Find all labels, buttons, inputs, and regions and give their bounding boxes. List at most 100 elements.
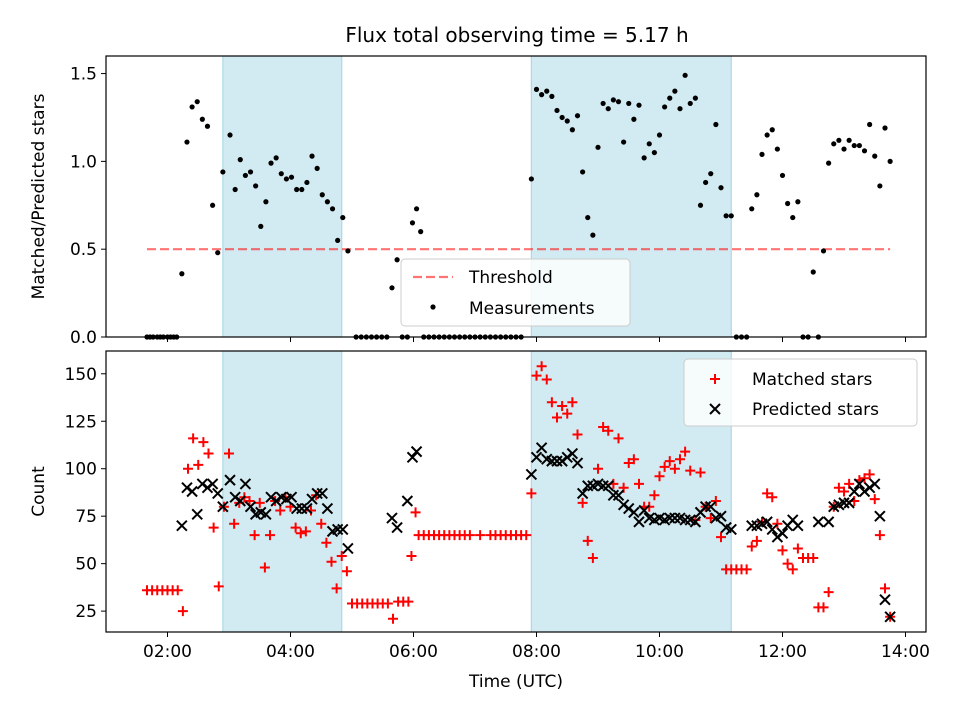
measurement-point	[790, 214, 796, 221]
predicted-star-point	[290, 502, 303, 515]
measurement-point	[682, 72, 688, 78]
measurement-point	[846, 137, 852, 143]
predicted-star-point	[715, 510, 727, 522]
measurement-point	[779, 172, 786, 179]
measurement-point	[836, 137, 842, 143]
measurement-point	[574, 113, 581, 119]
legend-measurement-label: Measurements	[469, 299, 595, 319]
measurement-point	[774, 146, 780, 152]
measurement-point	[759, 151, 765, 157]
measurement-point	[184, 139, 190, 145]
measurement-point	[749, 206, 755, 212]
predicted-star-point	[391, 521, 403, 534]
bottom-panel-counts: 25 50 75 100 125 150 02:00 04:00 06:00 08:00 10:00…	[29, 350, 930, 692]
bottom-ytick-label: 25	[75, 602, 97, 622]
matched-star-point	[475, 530, 486, 541]
bottom-axes-frame	[105, 350, 927, 633]
bottom-xtick-label: 08:00	[512, 642, 561, 662]
predicted-star-point	[551, 455, 563, 467]
predicted-star-point	[761, 516, 773, 528]
matched-star-point	[341, 566, 352, 577]
matched-star-point	[224, 448, 234, 459]
matched-star-point	[541, 374, 552, 385]
measurement-point	[268, 160, 274, 166]
predicted-star-point	[311, 487, 323, 500]
measurement-point	[697, 202, 704, 208]
measurement-point	[713, 121, 719, 128]
measurement-point	[672, 88, 678, 94]
measurement-point	[314, 165, 320, 171]
matched-star-point	[316, 518, 327, 529]
matched-star-point	[716, 532, 726, 543]
matched-star-point	[695, 467, 706, 478]
measurement-point	[580, 169, 586, 175]
predicted-star-point	[535, 442, 548, 454]
measurement-point	[413, 206, 420, 212]
measurement-point	[273, 155, 279, 161]
legend-matched-label: Matched stars	[752, 370, 872, 390]
measurement-point	[877, 183, 883, 189]
measurement-point	[319, 192, 325, 198]
legend-predicted-label: Predicted stars	[752, 400, 879, 420]
matched-star-point	[880, 583, 890, 594]
measurement-point	[340, 214, 346, 221]
top-axes-frame	[105, 55, 927, 338]
matched-star-point	[249, 530, 260, 541]
predicted-star-point	[331, 523, 344, 536]
predicted-star-point	[705, 500, 717, 513]
predicted-star-point	[186, 485, 198, 498]
bottom-shaded-interval-1	[222, 351, 342, 632]
matched-star-point	[833, 482, 844, 493]
measurement-point	[258, 223, 264, 229]
bottom-ytick-label: 75	[75, 507, 97, 527]
measurement-point	[309, 153, 315, 159]
predicted-star-point	[301, 502, 313, 515]
measurement-point	[585, 214, 591, 221]
predicted-star-point	[612, 489, 625, 502]
predicted-star-point	[853, 478, 866, 490]
measurement-point	[253, 183, 259, 189]
matched-star-point	[254, 497, 265, 508]
matched-star-point	[741, 564, 752, 575]
measurement-point	[826, 160, 832, 166]
legend-matched-swatch	[710, 374, 720, 384]
matched-star-point	[772, 518, 783, 529]
predicted-star-point	[212, 487, 224, 500]
matched-star-point	[751, 535, 762, 546]
measurement-point	[394, 257, 400, 263]
matched-star-point	[628, 454, 639, 465]
measurement-point	[861, 148, 868, 154]
matched-star-point	[746, 541, 757, 552]
measurement-point	[810, 269, 816, 275]
predicted-star-point	[191, 508, 203, 520]
measurement-point	[887, 158, 893, 164]
matched-star-point	[808, 552, 819, 563]
predicted-star-point	[812, 516, 825, 528]
measurement-point	[590, 232, 596, 238]
measurement-point	[288, 174, 295, 180]
matched-star-point	[295, 528, 306, 539]
measurement-point	[728, 213, 734, 219]
measurement-point	[283, 176, 289, 182]
measurement-point	[641, 155, 647, 161]
matched-star-point	[526, 488, 537, 499]
matched-star-point	[521, 530, 532, 541]
matched-star-point	[410, 507, 421, 518]
predicted-star-point	[597, 480, 609, 492]
matched-star-point	[874, 530, 885, 541]
measurement-point	[345, 248, 351, 254]
measurement-point	[189, 104, 195, 110]
matched-star-point	[229, 518, 240, 529]
matched-star-point	[198, 437, 209, 448]
measurement-point	[242, 172, 248, 179]
measurement-point	[692, 95, 698, 101]
measurement-point	[220, 169, 226, 175]
measurement-point	[528, 176, 534, 182]
predicted-star-point	[566, 447, 579, 460]
top-ytick-label: 0.0	[70, 328, 97, 348]
predicted-star-point	[244, 500, 257, 513]
matched-star-point	[777, 545, 788, 556]
matched-star-point	[787, 564, 798, 575]
predicted-star-point	[602, 480, 614, 492]
